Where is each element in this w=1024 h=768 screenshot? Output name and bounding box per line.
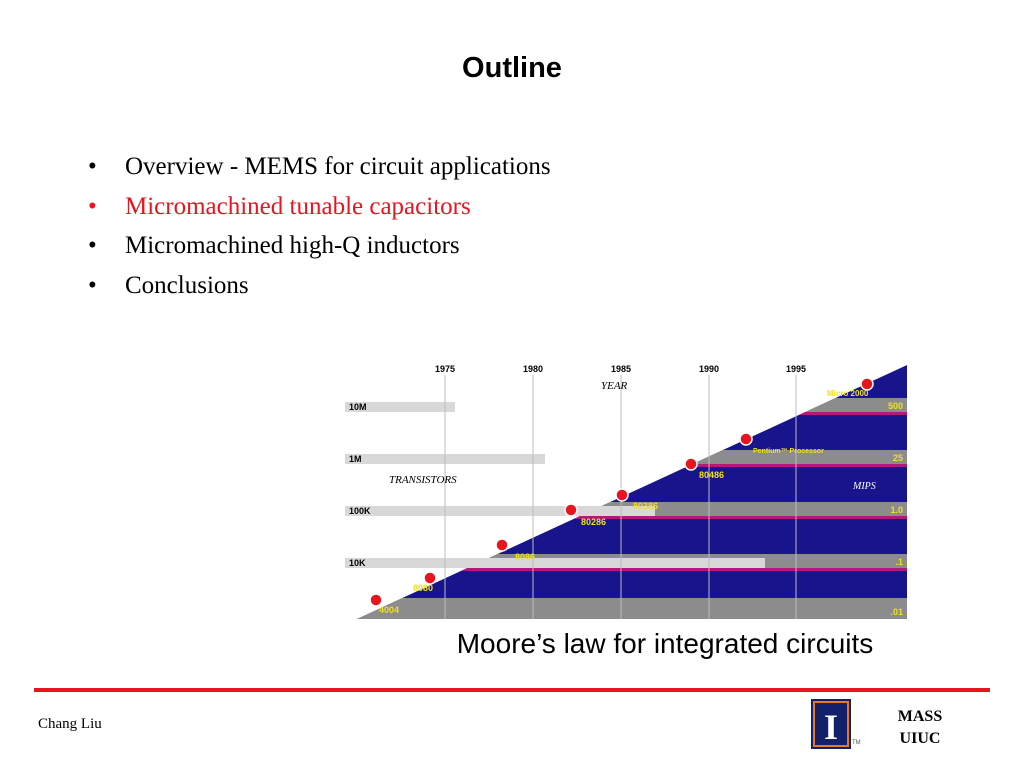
author-name: Chang Liu [38,716,102,732]
bullet-dot: • [88,232,97,259]
processor-marker [739,432,753,446]
mips-tick-label: .1 [895,557,903,567]
mips-tick-label: .01 [890,607,903,617]
processor-marker [423,571,437,585]
processor-label: 8086 [515,552,535,562]
bullet-text: Micromachined high-Q inductors [125,232,460,259]
bullet-dot: • [88,153,97,180]
year-tick-label: 1990 [699,364,719,374]
year-tick-label: 1995 [786,364,806,374]
year-tick-label: 1985 [611,364,631,374]
processor-label: Pentium™ Processor [753,448,824,455]
mips-tick-label: 500 [888,401,903,411]
year-tick-label: 1980 [523,364,543,374]
x-axis-label: YEAR [601,380,628,392]
bullet-text: Micromachined tunable capacitors [125,192,471,220]
transistor-tick-label: 10K [349,558,366,568]
left-axis-label: TRANSISTORS [389,474,457,486]
bullet-item: • Micromachined high-Q inductors [88,226,551,266]
lab-name-line1: MASS [897,708,943,725]
figure-caption: Moore’s law for integrated circuits [456,628,874,659]
right-axis-label: MIPS [852,481,876,492]
bullet-item: • Overview - MEMS for circuit application… [88,147,551,187]
processor-marker [860,377,874,391]
bullet-text: Overview - MEMS for circuit applications [125,153,551,180]
processor-label: 8080 [413,583,433,593]
transistor-tick-label: 100K [349,506,371,516]
year-gridlines [444,375,797,619]
transistor-tick-label: 10M [349,402,367,412]
bullet-dot: • [88,271,97,299]
processor-label: 80486 [699,470,724,480]
mips-tick-label: 25 [893,453,903,463]
slide-title: Outline [462,52,562,84]
logo-letter: I [824,707,838,747]
trademark-mark: TM [852,740,861,746]
processor-marker [369,593,383,607]
footer-divider [34,688,990,692]
moores-law-figure: 1975 1980 1985 1990 1995 YEAR 10M 1M 100… [345,360,907,619]
processor-label: 4004 [379,605,399,615]
processor-marker [615,488,629,502]
bullet-text: Conclusions [125,271,249,299]
processor-label: 80386 [633,501,658,511]
processor-marker [684,457,698,471]
bullet-list: • Overview - MEMS for circuit application… [88,147,551,305]
bullet-dot: • [88,192,97,220]
transistor-tick-label: 1M [349,454,362,464]
lab-name-line2: UIUC [899,730,941,747]
processor-marker [495,538,509,552]
mips-tick-label: 1.0 [890,505,903,515]
processor-label: 80286 [581,517,606,527]
year-tick-label: 1975 [435,364,455,374]
bullet-item-highlighted: • Micromachined tunable capacitors [88,187,551,227]
university-logo: I [811,699,851,749]
processor-marker [564,503,578,517]
processor-label: Micro 2000 [827,389,869,398]
lab-name: MASS UIUC [880,706,960,750]
bullet-item: • Conclusions [88,266,551,306]
